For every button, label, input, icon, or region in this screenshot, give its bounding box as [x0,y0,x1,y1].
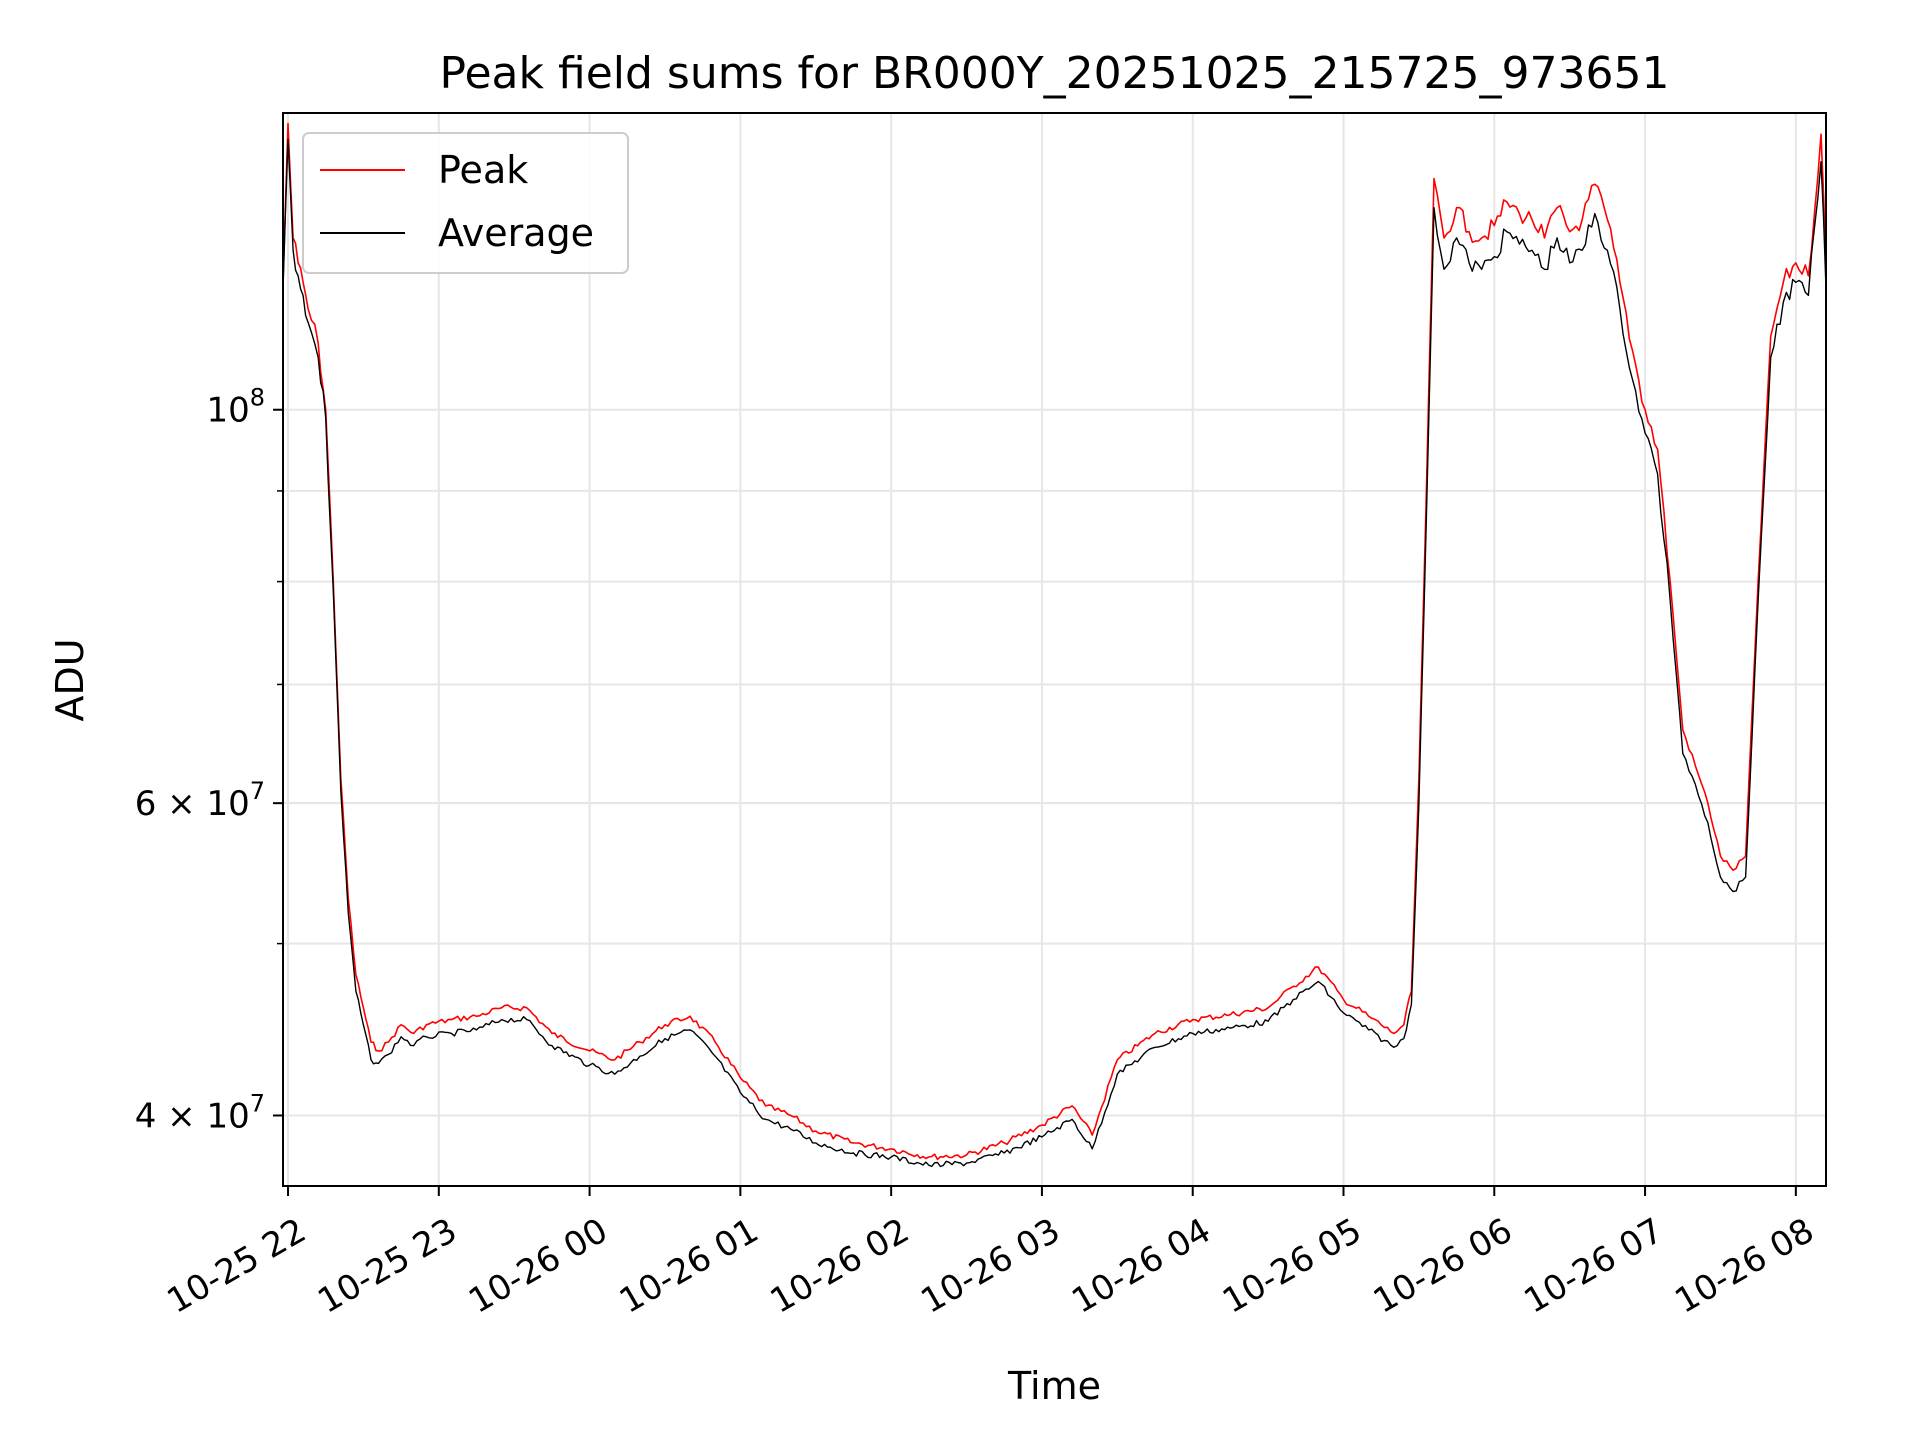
legend-label: Peak [438,148,528,192]
legend: Peak Average [302,132,629,274]
y-axis-label: ADU [48,638,92,722]
plot-frame [282,112,1827,1187]
legend-label: Average [438,211,594,255]
x-axis-label: Time [1008,1364,1101,1408]
y-tick-label: 4 × 107 [135,1089,265,1136]
y-tick-label: 6 × 107 [135,777,265,824]
chart-title: Peak field sums for BR000Y_20251025_2157… [439,48,1670,99]
series-line-peak [282,122,1827,1161]
series-layer [282,122,1827,1168]
series-line-average [282,139,1827,1168]
legend-box [302,132,629,274]
grid-layer [283,113,1826,1186]
